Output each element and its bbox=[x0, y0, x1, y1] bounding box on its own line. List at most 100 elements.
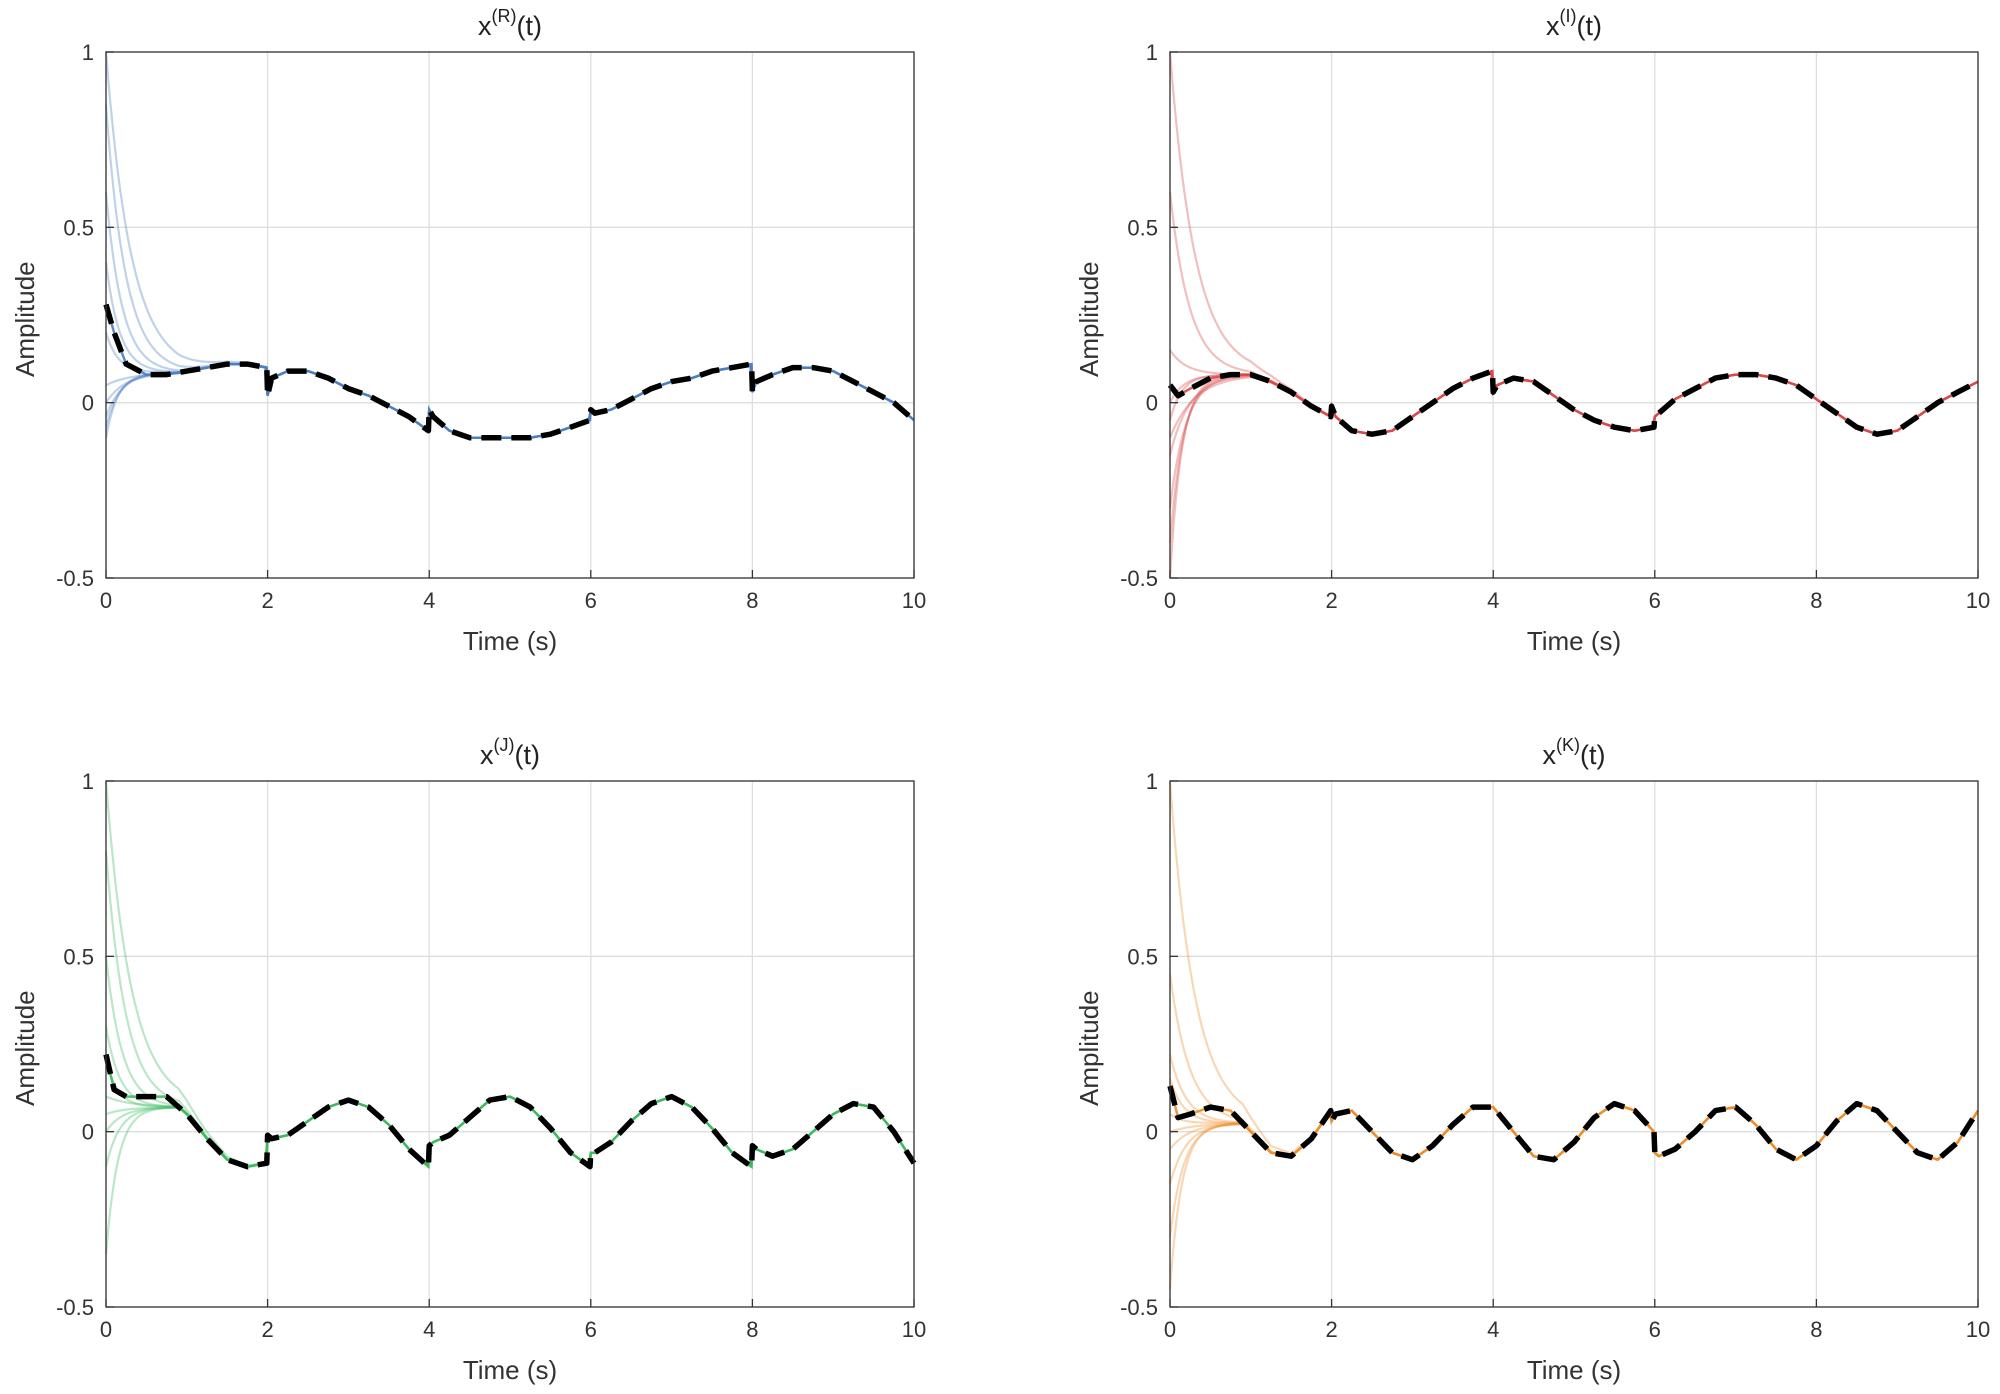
x-tick-label: 0 bbox=[1164, 588, 1176, 613]
trajectory-line bbox=[104, 1095, 915, 1255]
trajectory-line bbox=[104, 104, 915, 439]
subplot-title: x(J)(t) bbox=[480, 735, 540, 770]
y-axis-label: Amplitude bbox=[1074, 261, 1104, 377]
x-tick-label: 10 bbox=[902, 1317, 926, 1342]
x-tick-label: 4 bbox=[1487, 588, 1499, 613]
trajectory-line bbox=[104, 262, 915, 439]
x-tick-label: 10 bbox=[1966, 1317, 1990, 1342]
plot-area: 0 2 4 6 8 10-0.500.51 bbox=[1120, 769, 1990, 1342]
trajectory-line bbox=[104, 192, 915, 439]
y-tick-label: -0.5 bbox=[56, 1295, 94, 1320]
plot-area: 0 2 4 6 8 10-0.500.51 bbox=[56, 40, 926, 613]
state-line bbox=[104, 304, 915, 439]
state-line bbox=[1168, 1085, 1980, 1162]
y-axis-label: Amplitude bbox=[1074, 990, 1104, 1106]
trajectories bbox=[104, 780, 915, 1255]
trajectory-line bbox=[1168, 369, 1979, 456]
trajectory-line bbox=[1168, 51, 1979, 436]
trajectory-line bbox=[104, 362, 915, 439]
axes-frame bbox=[105, 51, 915, 579]
x-tick-label: 8 bbox=[1810, 1317, 1822, 1342]
y-tick-label: -0.5 bbox=[56, 566, 94, 591]
x-axis-label: Time (s) bbox=[462, 626, 558, 656]
trajectory-line bbox=[104, 362, 915, 439]
x-tick-label: 6 bbox=[585, 588, 597, 613]
estimate-dashed-line bbox=[1167, 368, 1980, 437]
x-tick-label: 0 bbox=[100, 588, 112, 613]
x-tick-label: 2 bbox=[261, 1317, 273, 1342]
x-axis-label: Time (s) bbox=[1526, 626, 1622, 656]
x-axis-label: Time (s) bbox=[1526, 1355, 1622, 1385]
plot-area: 0 2 4 6 8 10-0.500.51 bbox=[56, 769, 926, 1342]
plot-area: 0 2 4 6 8 10-0.500.51 bbox=[1120, 40, 1990, 613]
x-tick-label: 10 bbox=[902, 588, 926, 613]
trajectories bbox=[104, 51, 915, 439]
x-tick-label: 6 bbox=[1649, 588, 1661, 613]
y-tick-label: 1 bbox=[1146, 40, 1158, 65]
y-tick-label: 0 bbox=[1146, 391, 1158, 416]
estimate-dashed-line bbox=[1167, 1085, 1981, 1163]
trajectory-line bbox=[104, 851, 915, 1168]
y-tick-label: 1 bbox=[82, 769, 94, 794]
estimate-dashed-line bbox=[103, 303, 916, 441]
grid bbox=[1169, 51, 1979, 579]
trajectory-line bbox=[105, 362, 915, 439]
estimate-dashed-line bbox=[103, 1053, 917, 1170]
x-tick-label: 2 bbox=[261, 588, 273, 613]
y-tick-label: 0.5 bbox=[63, 215, 94, 240]
x-tick-label: 4 bbox=[1487, 1317, 1499, 1342]
trajectory-line bbox=[104, 956, 915, 1168]
x-tick-label: 8 bbox=[1810, 588, 1822, 613]
trajectory-line bbox=[104, 332, 915, 439]
axes-frame bbox=[1169, 51, 1979, 579]
x-tick-label: 10 bbox=[1966, 588, 1990, 613]
trajectory-line bbox=[104, 362, 915, 439]
grid bbox=[1169, 780, 1979, 1308]
subplot-title: x(I)(t) bbox=[1546, 6, 1602, 41]
y-tick-label: 0 bbox=[82, 1120, 94, 1145]
trajectory-line bbox=[1168, 192, 1979, 436]
y-tick-label: 0 bbox=[82, 391, 94, 416]
subplot-xr: 0 2 4 6 8 10 -0.5 0 0.5 1 x(R)(t) Amplitude Time … bbox=[10, 6, 926, 656]
trajectory-line bbox=[1168, 1102, 1979, 1238]
x-tick-label: 6 bbox=[1649, 1317, 1661, 1342]
x-tick-label: 4 bbox=[423, 588, 435, 613]
trajectory-line bbox=[1168, 369, 1979, 543]
y-tick-label: -0.5 bbox=[1120, 1295, 1158, 1320]
subplot-xk: 0 2 4 6 8 10 -0.5 0 0.5 1 x(K)(t) Amplitude Time … bbox=[1074, 735, 1990, 1385]
y-axis-label: Amplitude bbox=[10, 990, 40, 1106]
grid bbox=[105, 51, 915, 579]
y-axis-label: Amplitude bbox=[10, 261, 40, 377]
subplot-xj: 0 2 4 6 8 10 -0.5 0 0.5 1 x(J)(t) Amplitude Time … bbox=[10, 735, 926, 1385]
x-tick-label: 0 bbox=[100, 1317, 112, 1342]
subplot-xi: 0 2 4 6 8 10 -0.5 0 0.5 1 x(I)(t) Amplitude Time … bbox=[1074, 6, 1990, 656]
y-tick-label: 1 bbox=[1146, 769, 1158, 794]
subplot-title: x(R)(t) bbox=[478, 6, 542, 41]
trajectory-line bbox=[104, 1061, 915, 1168]
x-tick-label: 4 bbox=[423, 1317, 435, 1342]
x-axis-label: Time (s) bbox=[462, 1355, 558, 1385]
x-tick-label: 6 bbox=[585, 1317, 597, 1342]
axes-frame bbox=[1169, 780, 1979, 1308]
subplot-title: x(K)(t) bbox=[1542, 735, 1606, 770]
trajectory-line bbox=[104, 780, 915, 1168]
grid bbox=[105, 780, 915, 1308]
trajectories bbox=[1168, 51, 1979, 579]
trajectory-line bbox=[104, 51, 915, 439]
x-tick-label: 0 bbox=[1164, 1317, 1176, 1342]
x-tick-label: 8 bbox=[746, 1317, 758, 1342]
y-tick-label: 0.5 bbox=[63, 944, 94, 969]
y-tick-label: 0.5 bbox=[1127, 215, 1158, 240]
x-tick-label: 2 bbox=[1325, 1317, 1337, 1342]
y-tick-label: 1 bbox=[82, 40, 94, 65]
trajectories bbox=[1168, 780, 1979, 1290]
x-tick-label: 2 bbox=[1325, 588, 1337, 613]
state-line bbox=[104, 1054, 916, 1170]
y-tick-label: 0.5 bbox=[1127, 944, 1158, 969]
x-tick-label: 8 bbox=[746, 588, 758, 613]
y-tick-label: -0.5 bbox=[1120, 566, 1158, 591]
trajectory-line bbox=[105, 362, 915, 439]
y-tick-label: 0 bbox=[1146, 1120, 1158, 1145]
axes-frame bbox=[105, 780, 915, 1308]
